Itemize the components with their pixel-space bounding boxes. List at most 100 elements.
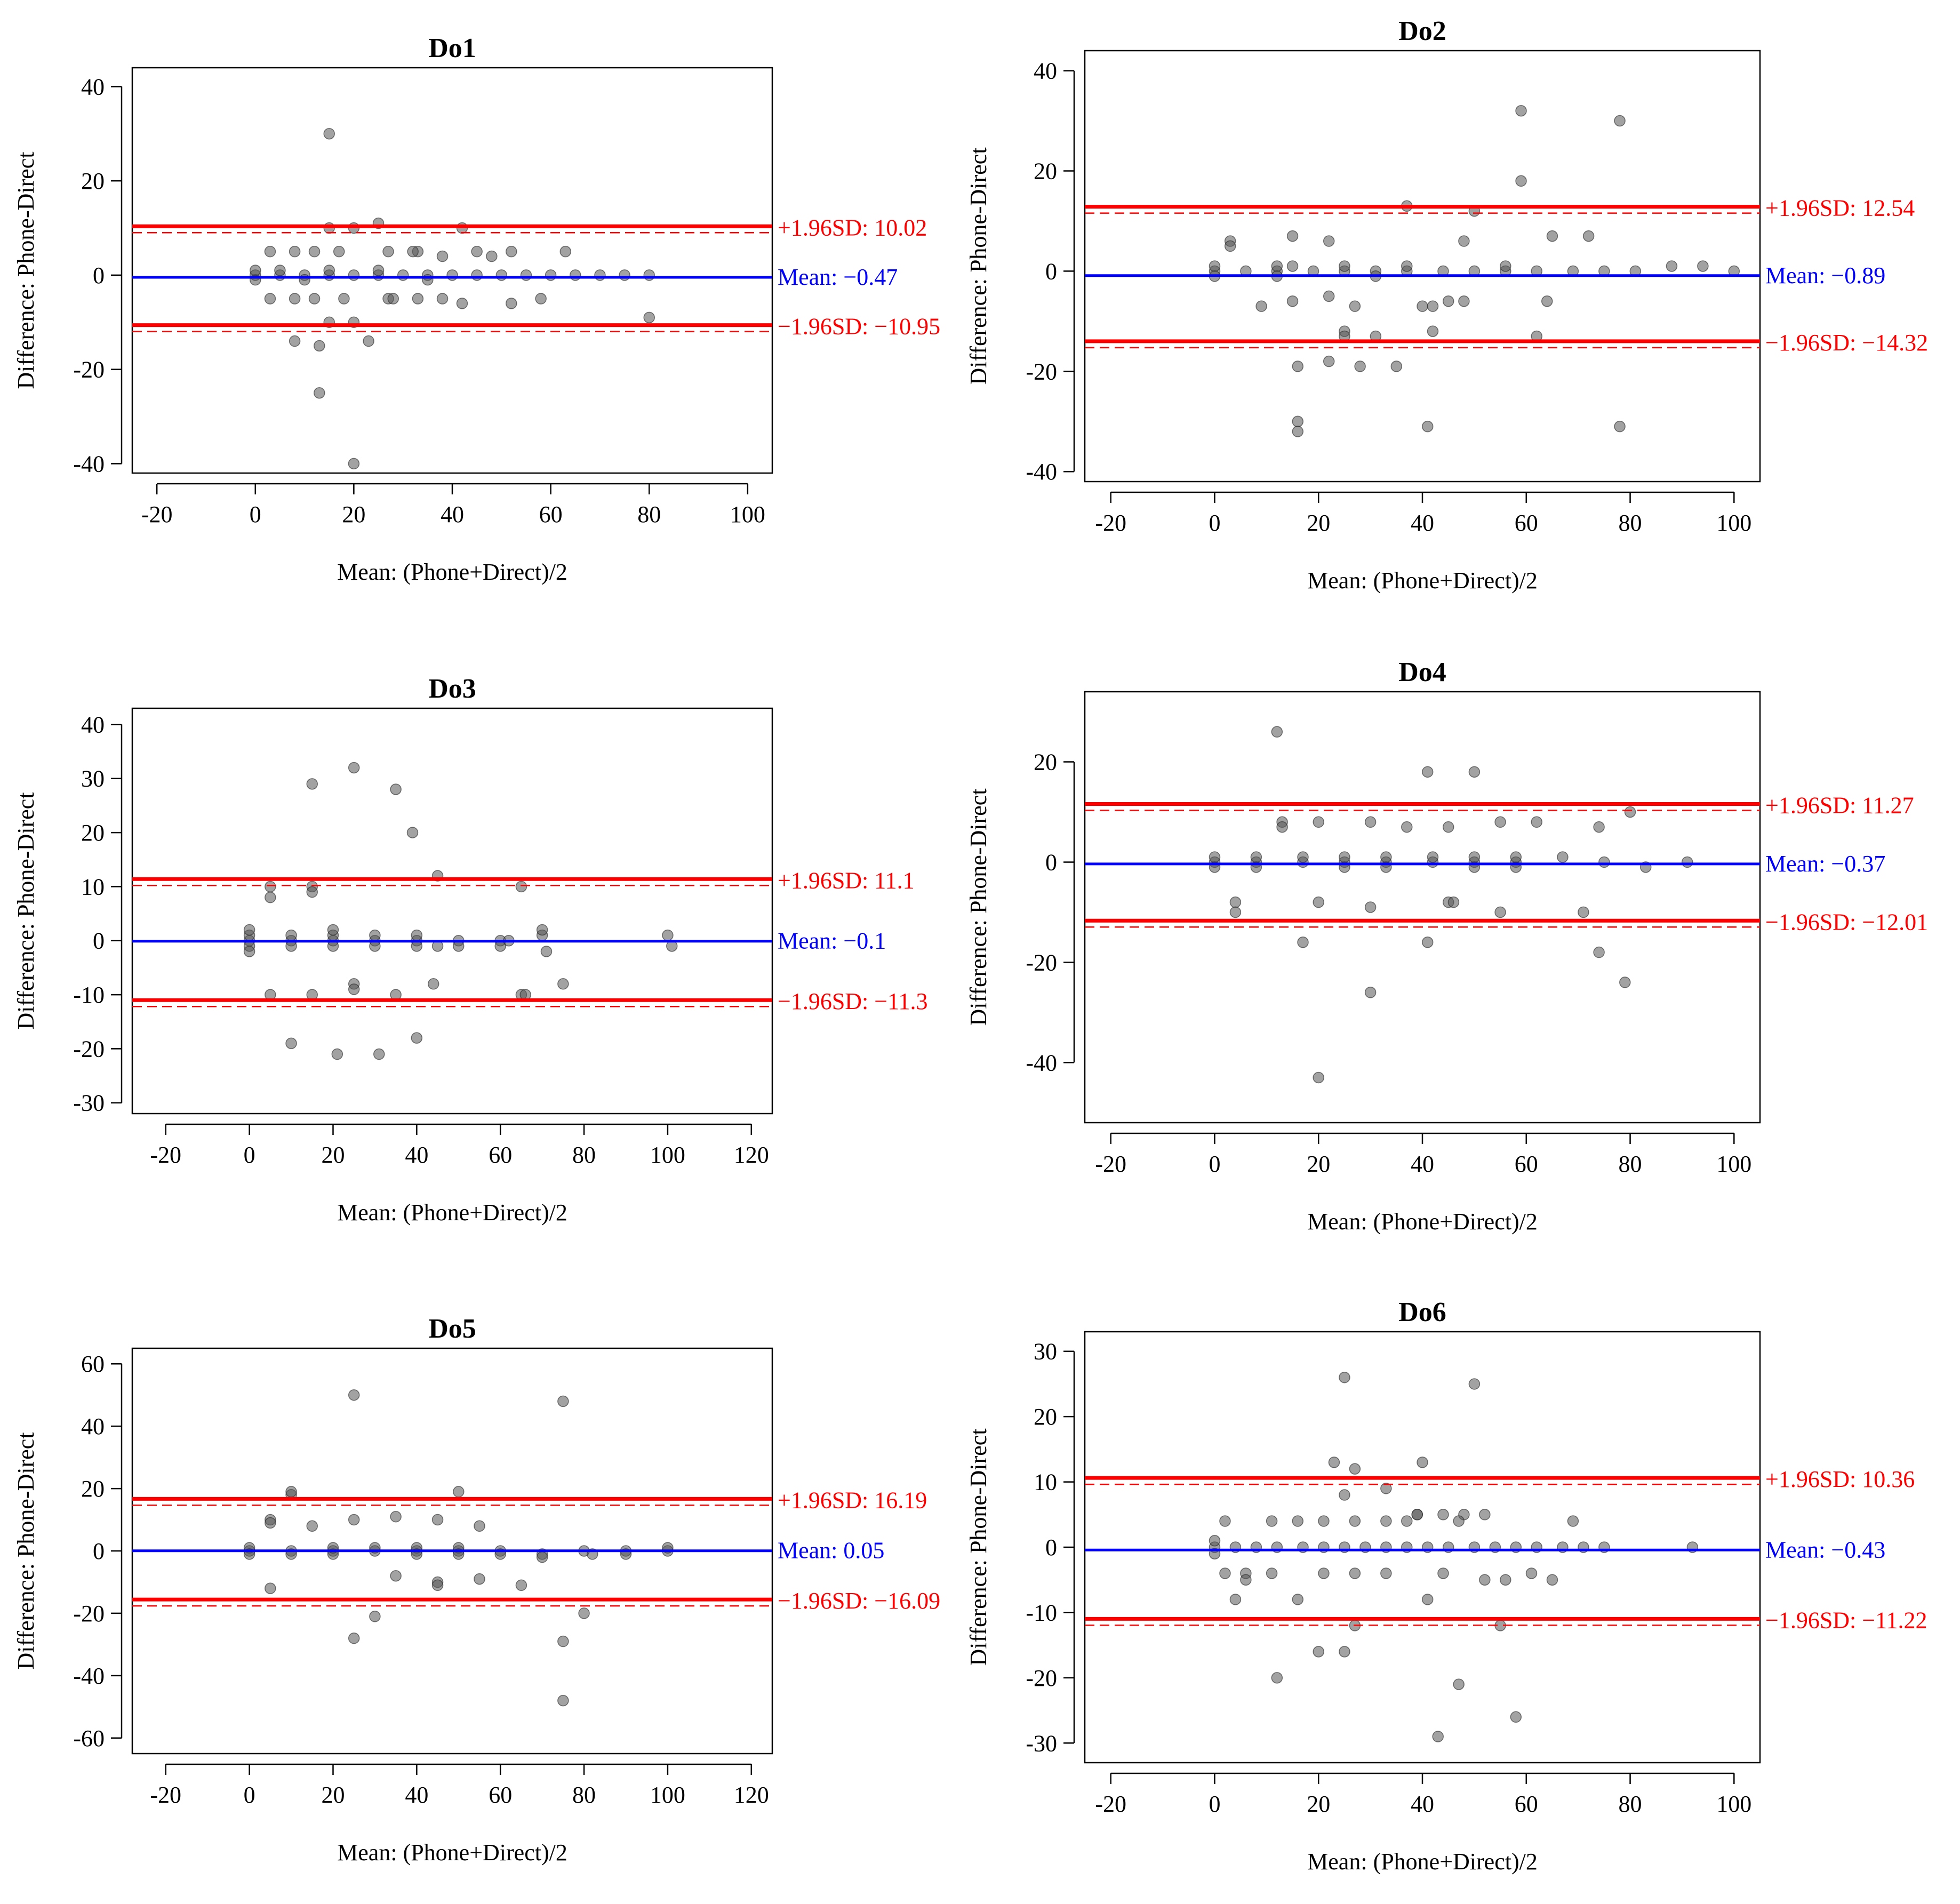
data-point <box>535 293 547 305</box>
data-point <box>1421 937 1434 948</box>
plot-frame <box>1084 1331 1761 1764</box>
x-tick-label: -20 <box>150 1782 181 1808</box>
x-tick-label: 60 <box>1515 1151 1538 1177</box>
panel-do6: Do6 -20 0 20 40 60 80 100 -30 -20 -10 0 10 20 30 Mean: … <box>965 1297 1927 1875</box>
x-tick-label: 80 <box>637 501 661 527</box>
data-point <box>1432 1731 1444 1742</box>
y-tick-label: 10 <box>81 874 105 900</box>
data-point <box>369 1611 381 1622</box>
data-point <box>323 265 335 276</box>
data-point <box>1479 1574 1491 1586</box>
data-point <box>1593 821 1605 833</box>
x-tick-label: -20 <box>1095 1151 1126 1177</box>
y-tick-label: -20 <box>1026 949 1057 975</box>
data-point <box>1515 105 1527 117</box>
data-point <box>407 245 419 258</box>
data-point <box>264 293 276 305</box>
data-point <box>1209 851 1221 863</box>
data-point <box>1250 851 1262 863</box>
data-point <box>369 929 381 941</box>
data-point <box>431 1579 444 1591</box>
data-point <box>506 298 517 309</box>
plot-frame <box>1084 50 1761 483</box>
y-axis-label: Difference: Phone-Direct <box>13 792 39 1029</box>
x-tick-label: -20 <box>1095 510 1126 536</box>
panel-title: Do1 <box>428 33 476 63</box>
data-point <box>1427 851 1439 863</box>
data-point <box>557 978 569 990</box>
y-tick-label: -20 <box>1026 1665 1057 1691</box>
data-point <box>289 245 301 258</box>
mean-label: Mean: −0.37 <box>1765 851 1885 877</box>
data-point <box>1292 426 1304 437</box>
data-point <box>265 891 276 903</box>
data-point <box>348 1632 360 1644</box>
data-point <box>486 250 498 262</box>
data-point <box>1401 1515 1413 1527</box>
data-point <box>1318 1515 1330 1527</box>
data-point <box>1240 1574 1252 1586</box>
data-point <box>1286 295 1299 307</box>
data-point <box>1582 230 1595 242</box>
x-tick-label: 0 <box>250 501 261 527</box>
panel-title: Do6 <box>1398 1297 1446 1327</box>
data-point <box>515 881 527 893</box>
upper-limit-label: +1.96SD: 10.36 <box>1765 1466 1915 1492</box>
y-tick-label: 0 <box>93 1538 105 1564</box>
y-tick-label: -30 <box>1026 1730 1057 1756</box>
data-point <box>1318 1567 1330 1579</box>
data-point <box>1531 816 1542 828</box>
x-tick-label: 120 <box>734 1782 769 1808</box>
data-point <box>1286 260 1299 272</box>
x-tick-label: 60 <box>1515 510 1538 536</box>
y-tick-label: 20 <box>1034 158 1057 184</box>
data-point <box>306 1520 318 1532</box>
data-point <box>390 1510 402 1523</box>
data-point <box>348 1514 360 1526</box>
data-point <box>446 269 458 281</box>
data-point <box>314 340 325 352</box>
y-tick-label: 40 <box>81 74 105 100</box>
data-point <box>1417 1457 1428 1468</box>
data-point <box>1323 355 1335 367</box>
data-point <box>1510 851 1522 863</box>
data-point <box>1525 1567 1538 1579</box>
data-point <box>1546 1574 1558 1586</box>
plot-frame <box>131 707 773 1115</box>
data-point <box>1681 856 1693 868</box>
x-tick-label: 80 <box>572 1142 596 1168</box>
y-tick-label: 40 <box>1034 58 1057 84</box>
y-axis-label: Difference: Phone-Direct <box>965 147 991 385</box>
x-tick-label: 60 <box>539 501 563 527</box>
data-point <box>390 783 402 795</box>
data-point <box>1411 1509 1423 1521</box>
data-point <box>540 946 553 957</box>
data-point <box>1229 1594 1242 1605</box>
data-point <box>406 827 419 838</box>
data-point <box>1364 986 1377 998</box>
data-points <box>1209 1371 1699 1742</box>
data-point <box>1666 260 1678 272</box>
x-axis-label: Mean: (Phone+Direct)/2 <box>1307 1209 1538 1235</box>
panel-title: Do3 <box>428 674 476 704</box>
data-point <box>557 1694 569 1707</box>
y-tick-label: -30 <box>73 1090 105 1116</box>
x-tick-label: 20 <box>1307 510 1330 536</box>
data-point <box>1339 1646 1350 1658</box>
data-point <box>1494 816 1506 828</box>
data-point <box>289 335 301 347</box>
x-tick-label: 0 <box>244 1142 255 1168</box>
data-point <box>1541 295 1553 307</box>
data-point <box>1349 1463 1361 1475</box>
x-tick-label: 80 <box>572 1782 596 1808</box>
data-point <box>570 269 581 281</box>
data-point <box>1401 260 1413 272</box>
data-point <box>1266 1515 1278 1527</box>
data-point <box>619 269 630 281</box>
data-point <box>536 1551 548 1563</box>
data-point <box>265 1582 276 1594</box>
y-tick-label: 20 <box>81 1476 105 1502</box>
data-point <box>536 924 548 936</box>
data-point <box>1354 361 1366 372</box>
y-tick-label: -20 <box>73 1601 105 1627</box>
